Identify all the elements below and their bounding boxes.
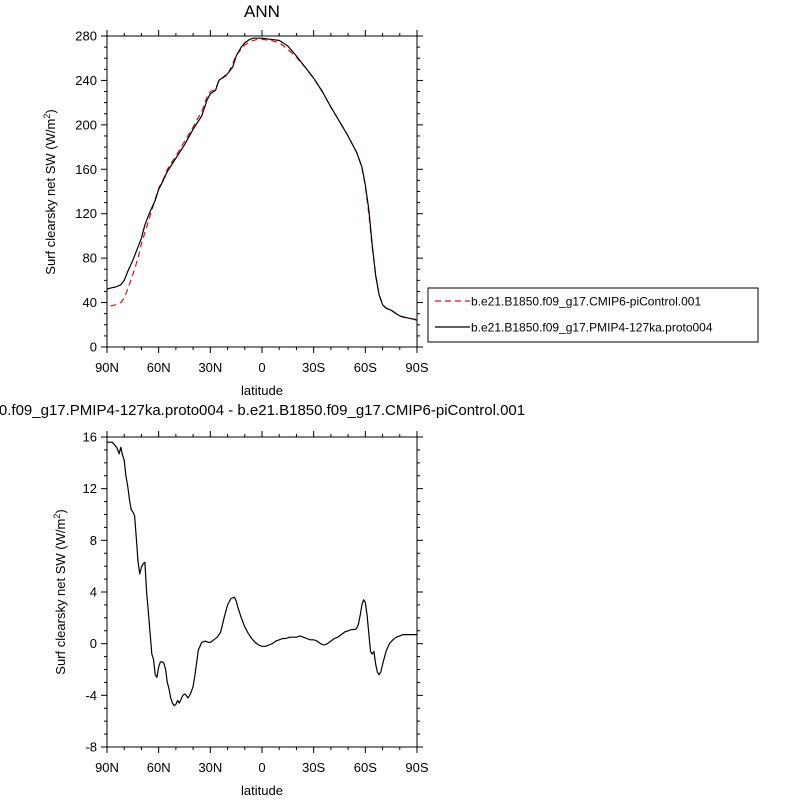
top-y-axis: 0 40 80 120 160 200 240 280: [75, 29, 423, 355]
y-tick-label: 40: [83, 295, 97, 310]
bottom-series-group: [107, 441, 417, 707]
x-tick-label: 90N: [95, 360, 119, 375]
y-tick-label: 80: [83, 251, 97, 266]
bottom-plot-frame: [106, 436, 418, 748]
y-tick-label: 0: [90, 636, 97, 651]
x-tick-label: 90S: [405, 760, 428, 775]
top-chart: ANN 0 40 80 120 160 200 240 280 90N 60N 30N 0 30S 60…: [42, 2, 759, 398]
x-tick-label: 60S: [354, 360, 377, 375]
x-tick-label: 60N: [147, 360, 171, 375]
bottom-x-axis-label: latitude: [241, 783, 283, 798]
y-tick-label: 16: [83, 430, 97, 445]
top-x-axis: 90N 60N 30N 0 30S 60S 90S: [95, 30, 429, 375]
legend-label-1: b.e21.B1850.f09_g17.PMIP4-127ka.proto004: [471, 321, 713, 335]
y-tick-label: -8: [85, 740, 97, 755]
x-tick-label: 60S: [354, 760, 377, 775]
y-tick-label: 12: [83, 481, 97, 496]
x-tick-label: 0: [258, 360, 265, 375]
x-tick-label: 30N: [198, 760, 222, 775]
x-tick-label: 0: [258, 760, 265, 775]
y-tick-label: 160: [75, 162, 97, 177]
y-tick-label: 240: [75, 73, 97, 88]
x-tick-label: 60N: [147, 760, 171, 775]
y-tick-label: 0: [90, 340, 97, 355]
x-tick-label: 30S: [302, 360, 325, 375]
legend-label-0: b.e21.B1850.f09_g17.CMIP6-piControl.001: [471, 295, 701, 309]
y-tick-label: 4: [90, 585, 97, 600]
y-tick-label: 200: [75, 117, 97, 132]
x-tick-label: 90N: [95, 760, 119, 775]
y-tick-label: -4: [85, 688, 97, 703]
legend-box: [427, 287, 759, 343]
series-line-1: [106, 37, 418, 321]
bottom-y-axis: -8 -4 0 4 8 12 16: [83, 430, 423, 755]
bottom-y-axis-label: Surf clearsky net SW (W/m2): [52, 509, 68, 674]
series-line-0: [107, 441, 417, 707]
bottom-x-axis: 90N 60N 30N 0 30S 60S 90S: [95, 431, 429, 775]
x-tick-label: 30N: [198, 360, 222, 375]
series-line-0: [110, 38, 417, 320]
top-x-axis-label: latitude: [241, 383, 283, 398]
top-y-axis-label: Surf clearsky net SW (W/m2): [42, 109, 58, 274]
y-tick-label: 280: [75, 29, 97, 44]
legend: b.e21.B1850.f09_g17.CMIP6-piControl.001b…: [427, 287, 759, 343]
top-plot-frame: [106, 35, 418, 348]
bottom-chart: 0.f09_g17.PMIP4-127ka.proto004 - b.e21.B…: [0, 402, 525, 798]
x-tick-label: 90S: [405, 360, 428, 375]
top-chart-title: ANN: [244, 2, 280, 21]
y-tick-label: 8: [90, 533, 97, 548]
top-series-group: [106, 37, 418, 321]
bottom-chart-title: 0.f09_g17.PMIP4-127ka.proto004 - b.e21.B…: [0, 402, 525, 419]
y-tick-label: 120: [75, 206, 97, 221]
x-tick-label: 30S: [302, 760, 325, 775]
